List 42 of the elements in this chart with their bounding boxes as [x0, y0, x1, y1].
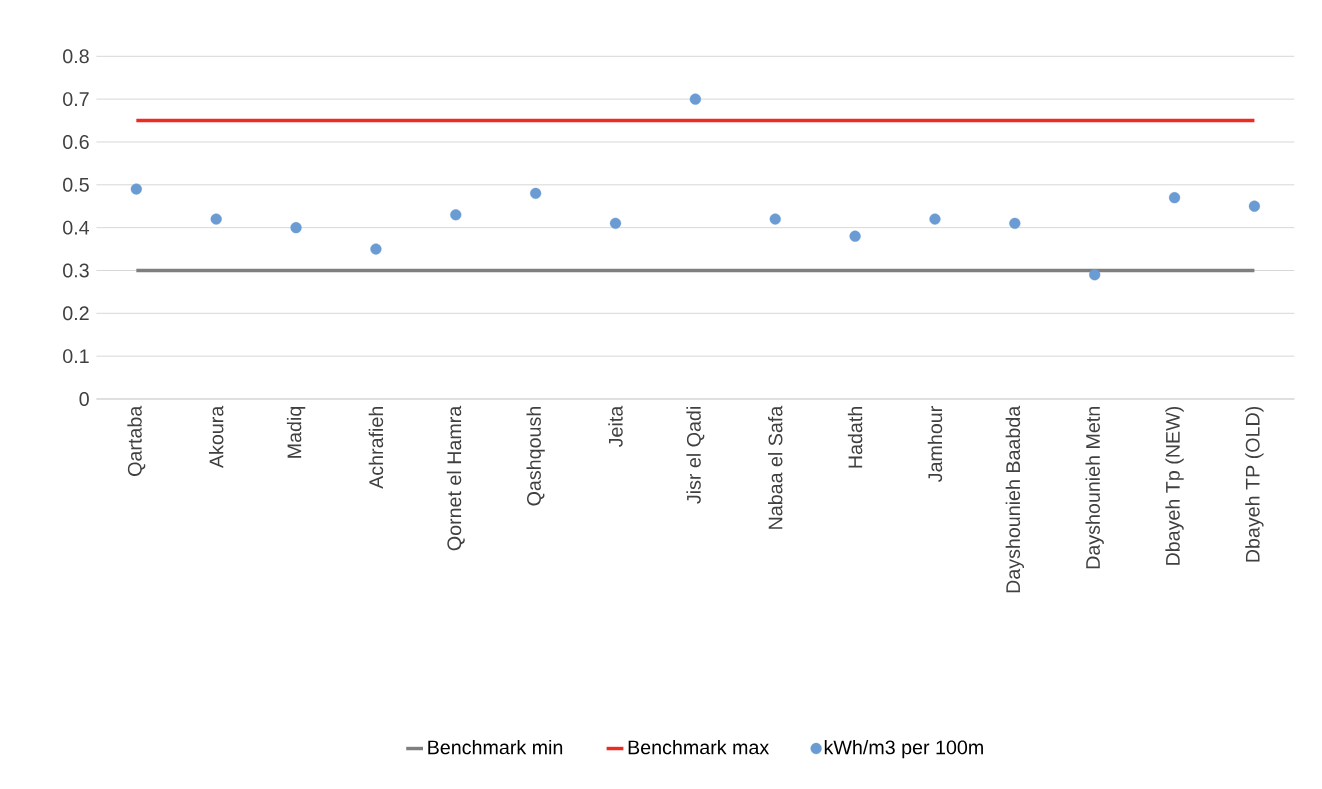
- y-tick-label: 0.6: [63, 134, 89, 149]
- point: [530, 187, 542, 199]
- point: [1089, 269, 1101, 281]
- y-tick-label: 0.8: [63, 49, 89, 64]
- x-tick-label: Nabaa el Safa: [768, 405, 783, 529]
- x-tick-label: Jisr el Qadi: [686, 407, 705, 504]
- point: [1248, 200, 1261, 212]
- point: [1168, 192, 1181, 204]
- x-tick-label: Madiq: [286, 406, 306, 458]
- x-tick-label: Qashqoush: [526, 407, 545, 506]
- y-tick-label: 0.4: [63, 220, 90, 235]
- legend-label: kWh/m3 per 100m: [824, 739, 983, 759]
- point: [450, 209, 462, 221]
- point: [929, 213, 941, 225]
- x-tick-label: Dayshounieh Metn: [1085, 407, 1104, 569]
- point: [370, 243, 382, 255]
- legend-label: Benchmark min: [428, 739, 563, 755]
- x-tick-label: Jamhour: [927, 406, 943, 482]
- y-tick-label: 0.1: [63, 349, 89, 364]
- x-tick-label: Akoura: [208, 405, 224, 469]
- x-tick-label: Achrafieh: [368, 407, 384, 489]
- y-tick-label: 0: [79, 391, 89, 406]
- y-tick-label: 0.2: [63, 306, 89, 321]
- x-tick-label: Dbayeh TP (OLD): [1245, 406, 1264, 562]
- x-tick-label: Dayshounieh Baabda: [1005, 405, 1024, 593]
- x-tick-label: Dbayeh Tp (NEW): [1165, 406, 1184, 565]
- point: [130, 183, 142, 195]
- x-tick-label: Qartaba: [127, 405, 146, 476]
- point: [769, 213, 781, 225]
- x-tick-label: Hadath: [847, 407, 863, 468]
- point: [609, 217, 622, 229]
- point: [1009, 217, 1021, 229]
- point: [290, 222, 302, 234]
- y-tick-label: 0.3: [63, 263, 89, 278]
- y-tick-label: 0.5: [63, 177, 89, 192]
- x-tick-label: Qornet el Hamra: [446, 405, 465, 551]
- point: [689, 93, 701, 105]
- y-tick-label: 0.7: [63, 92, 89, 107]
- x-tick-label: Jeita: [608, 405, 623, 447]
- point: [210, 213, 222, 225]
- legend-label: Benchmark max: [628, 739, 770, 755]
- point: [849, 230, 861, 242]
